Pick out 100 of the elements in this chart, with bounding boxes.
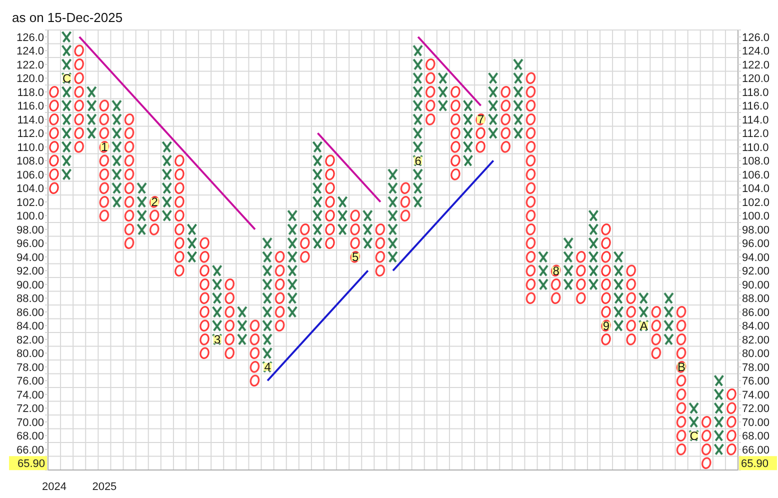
- y-tick-label: 94.00: [16, 252, 44, 264]
- bar: [48, 85, 60, 195]
- y2-tick-label: 96.00: [742, 238, 770, 250]
- y2-tick-label: 92.00: [742, 266, 770, 278]
- bar: [248, 318, 261, 388]
- y2-tick-label: 120.0: [742, 73, 770, 86]
- y-tick-label: 108.0: [16, 156, 44, 168]
- y2-tick-label: 82.00: [742, 334, 770, 346]
- bar: [537, 250, 550, 292]
- bar: [261, 236, 274, 374]
- y-tick-label: 124.0: [16, 46, 44, 58]
- y-tick-label: 96.00: [16, 238, 44, 250]
- y2-tick-label: 86.00: [742, 306, 770, 319]
- annotation: 9: [602, 318, 610, 333]
- x-tick-label: 2025: [92, 481, 117, 493]
- y2-tick-label: 66.00: [742, 444, 770, 456]
- bar: [600, 222, 612, 346]
- bar: [173, 154, 186, 278]
- y2-tick-label: 102.0: [742, 196, 770, 209]
- y-tick-label: 78.00: [16, 362, 44, 374]
- bar: [462, 98, 474, 168]
- bar: [186, 222, 198, 264]
- bar: [612, 250, 625, 332]
- bar: [500, 85, 512, 154]
- annotation: 1: [101, 140, 108, 154]
- y-tick-label: 118.0: [17, 86, 44, 99]
- y-tick-label: 116.0: [17, 100, 44, 113]
- bar: [386, 168, 399, 264]
- y2-tick-label: 78.00: [742, 362, 770, 374]
- y-tick-label: 84.00: [16, 320, 44, 333]
- annotation: B: [678, 360, 686, 374]
- bar: [675, 305, 688, 456]
- y-tick-label: 126.0: [16, 32, 44, 44]
- bar: [60, 30, 73, 182]
- bar: [638, 291, 650, 332]
- bar: [512, 58, 524, 140]
- y2-tick-label: 94.00: [742, 252, 770, 264]
- annotation: 4: [264, 360, 272, 374]
- y-tick-label: 80.00: [16, 348, 44, 360]
- y-tick-label: 72.00: [16, 403, 44, 416]
- annotation: A: [640, 318, 648, 333]
- y2-tick-label: 122.0: [742, 59, 770, 72]
- y2-tick-label: 98.00: [742, 224, 770, 236]
- y-tick-label: 110.0: [17, 142, 44, 154]
- bar: [662, 291, 675, 346]
- bar: [73, 44, 86, 154]
- text: 65.90: [741, 458, 769, 470]
- line-series: [266, 270, 369, 382]
- y2-tick-label: 90.00: [742, 279, 770, 292]
- y-tick-label: 114.0: [17, 114, 44, 126]
- chart-title: as on 15-Dec-2025: [12, 10, 123, 25]
- bar: [650, 305, 662, 360]
- y2-tick-label: 70.00: [742, 416, 770, 429]
- y2-tick-label: 108.0: [742, 156, 770, 168]
- y-tick-label: 102.0: [16, 196, 44, 209]
- y2-tick-label: 88.00: [742, 293, 770, 306]
- line-series: [417, 36, 482, 107]
- y-tick-label: 106.0: [16, 169, 44, 182]
- y-tick-label: 68.00: [16, 430, 44, 443]
- bar: [286, 208, 298, 319]
- bar: [587, 208, 600, 292]
- bar: [550, 264, 562, 305]
- bar: [148, 195, 160, 236]
- bar: [236, 305, 248, 346]
- y-tick-label: 66.00: [16, 444, 44, 456]
- bar: [449, 85, 462, 182]
- bar: [524, 71, 537, 305]
- y-tick-label: 90.00: [16, 279, 44, 292]
- y-tick-label: 98.00: [16, 224, 44, 236]
- bar: [349, 208, 362, 264]
- bar: [725, 388, 738, 456]
- bar: [160, 140, 173, 222]
- y2-tick-label: 124.0: [742, 46, 770, 58]
- annotation: 2: [151, 195, 158, 210]
- y2-tick-label: 118.0: [742, 86, 769, 99]
- text: 65.90: [17, 458, 45, 470]
- bar: [136, 181, 148, 236]
- bar: [110, 98, 123, 209]
- y-tick-label: 112.0: [17, 128, 44, 140]
- y-tick-label: 70.00: [16, 416, 44, 429]
- bar: [625, 264, 638, 346]
- bar: [574, 250, 587, 305]
- bar: [98, 98, 110, 222]
- y2-tick-label: 100.0: [742, 210, 770, 223]
- line-series: [78, 36, 256, 230]
- annotation: 3: [214, 332, 222, 347]
- y2-tick-label: 112.0: [742, 128, 769, 140]
- y2-tick-label: 80.00: [742, 348, 770, 360]
- bar: [336, 195, 349, 236]
- y-tick-label: 76.00: [16, 376, 44, 388]
- bar: [700, 415, 712, 470]
- y-tick-label: 82.00: [16, 334, 44, 346]
- bar: [123, 112, 136, 250]
- bar: [399, 181, 412, 222]
- y2-tick-label: 106.0: [742, 169, 770, 182]
- bar: [298, 222, 311, 264]
- bar: [211, 264, 224, 346]
- bar: [374, 222, 386, 278]
- y2-tick-label: 114.0: [742, 114, 769, 126]
- bar: [324, 154, 336, 250]
